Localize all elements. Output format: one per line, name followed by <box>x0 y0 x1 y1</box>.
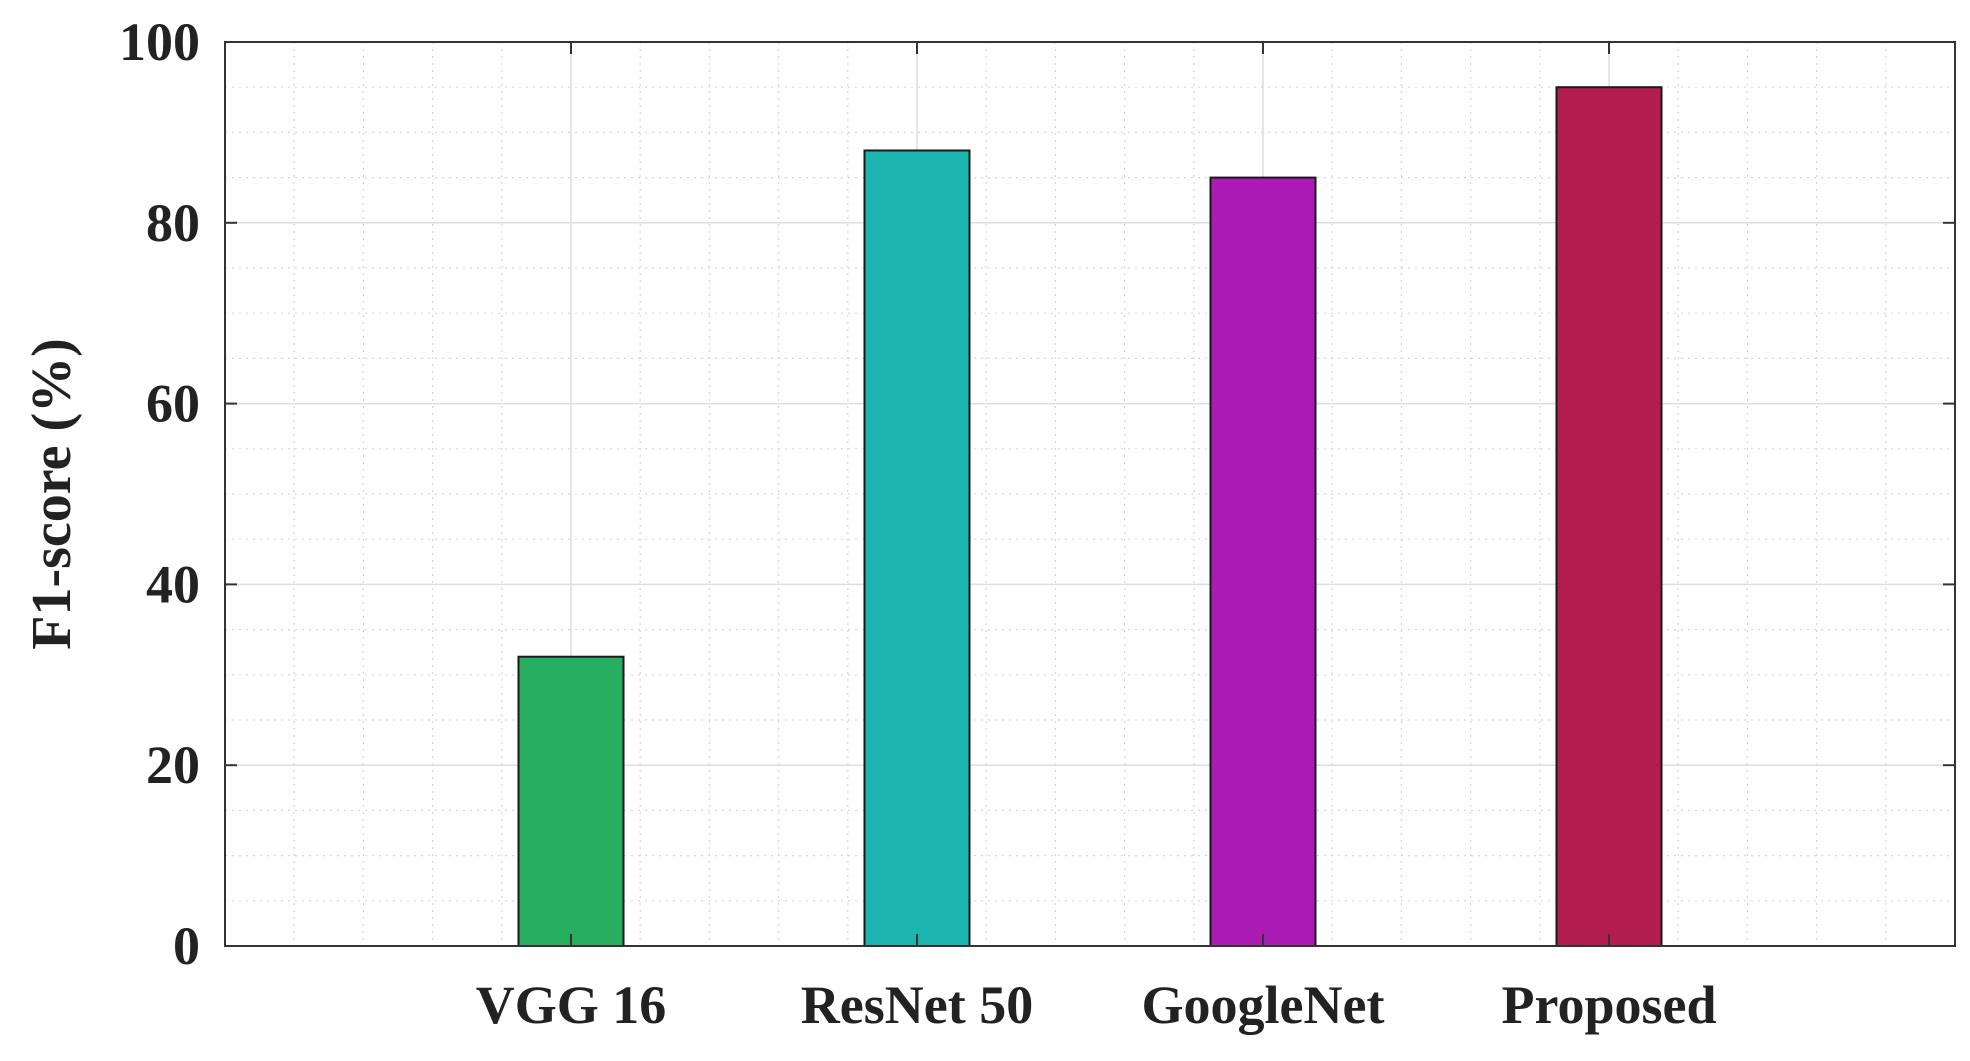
x-tick-label: ResNet 50 <box>801 975 1033 1035</box>
x-tick-label: GoogleNet <box>1142 975 1385 1035</box>
x-tick-label: VGG 16 <box>476 975 667 1035</box>
x-tick-label: Proposed <box>1501 975 1716 1035</box>
y-tick-label: 60 <box>146 374 200 434</box>
y-tick-label: 0 <box>173 916 200 976</box>
y-axis-tick-labels: 0 20 40 60 80 100 <box>119 12 200 976</box>
y-tick-label: 80 <box>146 193 200 253</box>
y-tick-label: 100 <box>119 12 200 72</box>
bars <box>517 86 1663 948</box>
plot-frame <box>224 41 1956 947</box>
grid <box>225 41 1955 947</box>
bar-proposed <box>1555 86 1663 947</box>
bar-resnet-50 <box>863 149 971 948</box>
bar-vgg-16 <box>517 655 625 947</box>
y-axis-ticks <box>225 41 1955 947</box>
bar-googlenet <box>1209 176 1317 948</box>
x-axis-tick-labels: VGG 16 ResNet 50 GoogleNet Proposed <box>476 975 1717 1035</box>
y-axis-label: F1-score (%) <box>21 338 83 650</box>
y-tick-label: 40 <box>146 554 200 614</box>
y-tick-label: 20 <box>146 735 200 795</box>
